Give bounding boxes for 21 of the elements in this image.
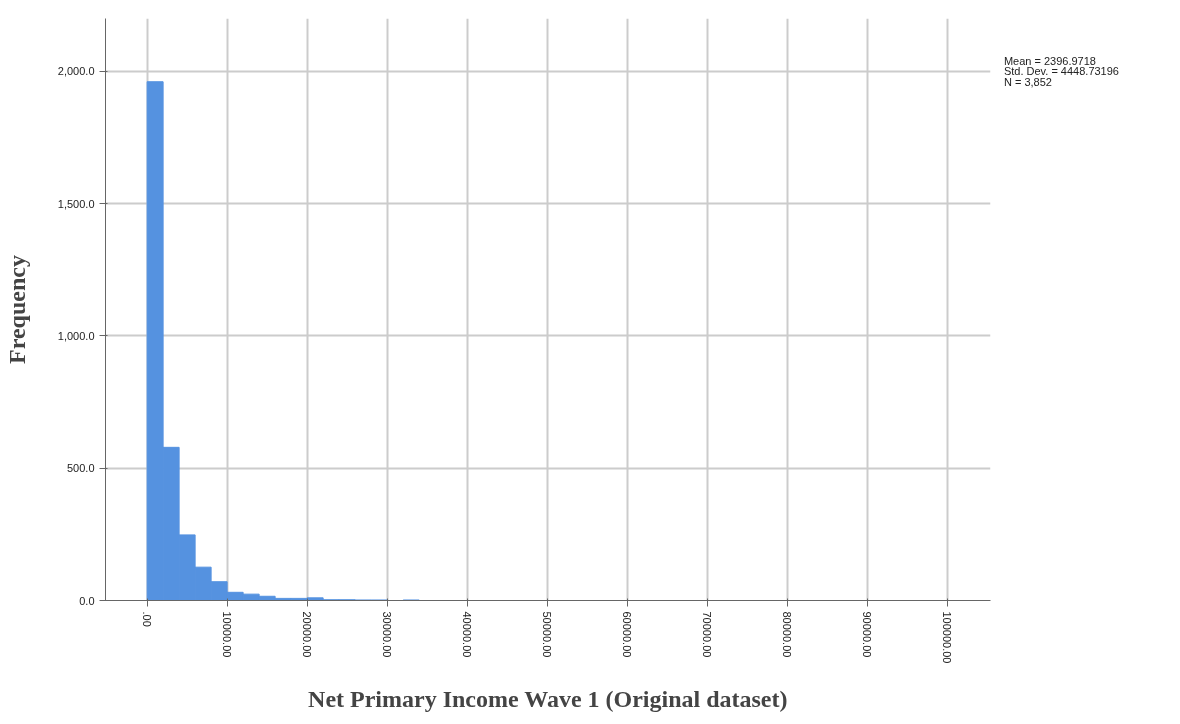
x-tick-label: 80000.00	[781, 611, 794, 658]
y-tick-label: 1,000.0	[57, 329, 95, 342]
text: Mean = 2396.9718	[1003, 54, 1096, 67]
x-tick-label: 20000.00	[301, 611, 314, 658]
y-tick-label: 1,500.0	[57, 197, 95, 210]
x-tick-label: .00	[141, 611, 154, 627]
x-tick-label: 40000.00	[461, 611, 474, 658]
x-tick-label: 10000.00	[221, 611, 234, 658]
x-tick-label: 90000.00	[861, 611, 874, 658]
y-tick-label: 0.0	[79, 594, 95, 607]
y-tick-label: 2,000.0	[57, 65, 95, 78]
text: Std. Dev. = 4448.73196	[1003, 65, 1119, 78]
y-tick-label: 500.0	[66, 462, 95, 475]
x-tick-label: 70000.00	[701, 611, 714, 658]
x-tick-label: 50000.00	[541, 611, 554, 658]
x-tick-label: 60000.00	[621, 611, 634, 658]
x-tick-label: 30000.00	[381, 611, 394, 658]
y-axis-title: Frequency	[3, 255, 30, 364]
x-axis-title: Net Primary Income Wave 1 (Original dataset)	[308, 686, 788, 713]
x-tick-label: 100000.00	[941, 611, 954, 664]
text: N = 3,852	[1003, 75, 1052, 88]
